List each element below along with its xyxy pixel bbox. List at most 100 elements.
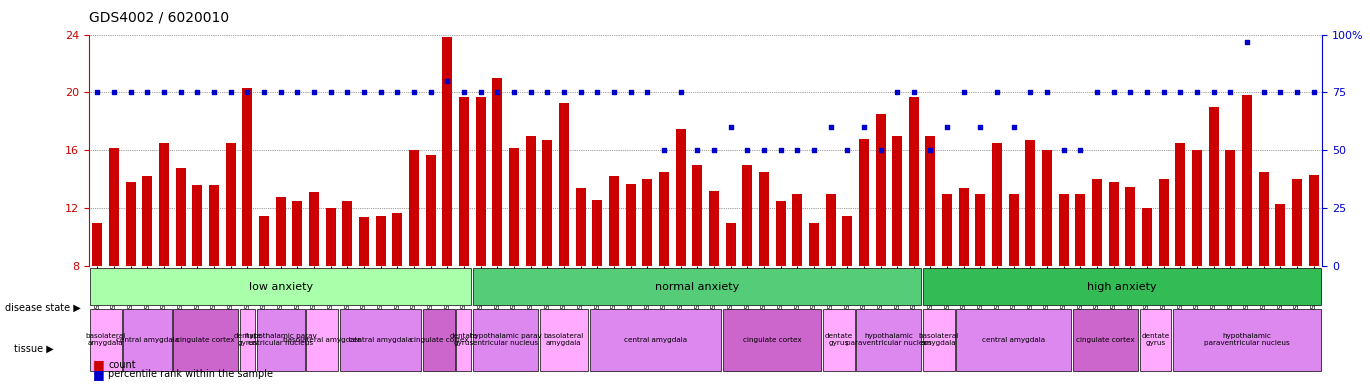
Point — [1270, 89, 1292, 96]
Bar — [1159, 179, 1169, 266]
Point — [653, 147, 675, 154]
Text: central amygdala: central amygdala — [116, 337, 179, 343]
Point — [1186, 89, 1208, 96]
Bar — [142, 177, 152, 266]
Bar — [423, 309, 455, 371]
Bar — [659, 172, 669, 266]
Point — [353, 89, 375, 96]
Point — [636, 89, 658, 96]
Bar — [759, 172, 769, 266]
Bar — [823, 309, 855, 371]
Text: high anxiety: high anxiety — [1088, 282, 1156, 292]
Bar — [1175, 143, 1185, 266]
Point — [803, 147, 825, 154]
Bar — [1092, 179, 1101, 266]
Text: dentate
gyrus: dentate gyrus — [1141, 333, 1170, 346]
Bar — [592, 200, 603, 266]
Bar — [843, 215, 852, 266]
Point — [719, 124, 741, 130]
Point — [1036, 89, 1058, 96]
Point — [370, 89, 392, 96]
Bar — [210, 185, 219, 266]
Point — [703, 147, 725, 154]
Bar — [192, 185, 203, 266]
Text: central amygdala: central amygdala — [349, 337, 412, 343]
Point — [870, 147, 892, 154]
Bar — [540, 309, 588, 371]
Point — [203, 89, 225, 96]
Bar — [1026, 140, 1036, 266]
Bar — [1259, 172, 1269, 266]
Bar — [426, 155, 436, 266]
Point — [219, 89, 241, 96]
Point — [286, 89, 308, 96]
Text: percentile rank within the sample: percentile rank within the sample — [108, 369, 273, 379]
Bar — [675, 129, 685, 266]
Point — [253, 89, 275, 96]
Bar — [175, 168, 186, 266]
Text: basolateral
amygdala: basolateral amygdala — [85, 333, 126, 346]
Bar — [159, 143, 169, 266]
Bar — [1143, 209, 1152, 266]
Bar — [1008, 194, 1019, 266]
Bar — [575, 188, 585, 266]
Point — [519, 89, 541, 96]
Bar — [459, 97, 469, 266]
Point — [1086, 89, 1108, 96]
Point — [1003, 124, 1025, 130]
Text: ■: ■ — [93, 368, 105, 381]
Point — [137, 89, 159, 96]
Bar — [775, 201, 785, 266]
Bar — [1140, 309, 1171, 371]
Bar — [1292, 179, 1301, 266]
Bar — [626, 184, 636, 266]
Bar — [1075, 194, 1085, 266]
Bar — [508, 147, 519, 266]
Point — [237, 89, 259, 96]
Point — [736, 147, 758, 154]
Bar — [923, 309, 955, 371]
Bar — [342, 201, 352, 266]
Point — [186, 89, 208, 96]
Text: GDS4002 / 6020010: GDS4002 / 6020010 — [89, 11, 229, 25]
Bar — [242, 88, 252, 266]
Point — [836, 147, 858, 154]
Point — [553, 89, 575, 96]
Bar — [307, 309, 338, 371]
Point — [819, 124, 841, 130]
Point — [470, 89, 492, 96]
Point — [1170, 89, 1192, 96]
Point — [1203, 89, 1225, 96]
Bar — [959, 188, 969, 266]
Text: basolateral amygdala: basolateral amygdala — [284, 337, 362, 343]
Point — [1236, 38, 1258, 45]
Bar — [726, 223, 736, 266]
Point — [954, 89, 975, 96]
Point — [786, 147, 808, 154]
Bar — [859, 139, 869, 266]
Point — [970, 124, 992, 130]
Text: central amygdala: central amygdala — [623, 337, 688, 343]
Point — [754, 147, 775, 154]
Text: dentate
gyrus: dentate gyrus — [449, 333, 478, 346]
Bar — [240, 309, 255, 371]
Point — [170, 89, 192, 96]
Bar — [926, 136, 936, 266]
Bar — [259, 215, 269, 266]
Point — [770, 147, 792, 154]
Point — [403, 89, 425, 96]
Bar — [126, 182, 136, 266]
Bar — [1243, 95, 1252, 266]
Point — [986, 89, 1008, 96]
Bar — [792, 194, 803, 266]
Point — [854, 124, 875, 130]
Text: count: count — [108, 360, 136, 370]
Bar — [1225, 151, 1236, 266]
Point — [1219, 89, 1241, 96]
Bar — [1275, 204, 1285, 266]
Bar — [543, 140, 552, 266]
Text: central amygdala: central amygdala — [982, 337, 1045, 343]
Text: normal anxiety: normal anxiety — [655, 282, 740, 292]
Bar — [173, 309, 238, 371]
Bar — [359, 217, 369, 266]
